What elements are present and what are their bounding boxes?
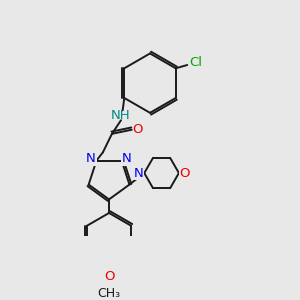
Text: N: N	[86, 152, 96, 165]
Text: N: N	[134, 167, 143, 179]
Text: O: O	[133, 123, 143, 136]
Text: Cl: Cl	[189, 56, 202, 69]
Text: NH: NH	[111, 109, 131, 122]
Text: O: O	[104, 270, 114, 283]
Text: O: O	[179, 167, 190, 179]
Text: CH₃: CH₃	[98, 287, 121, 300]
Text: N: N	[122, 152, 132, 165]
